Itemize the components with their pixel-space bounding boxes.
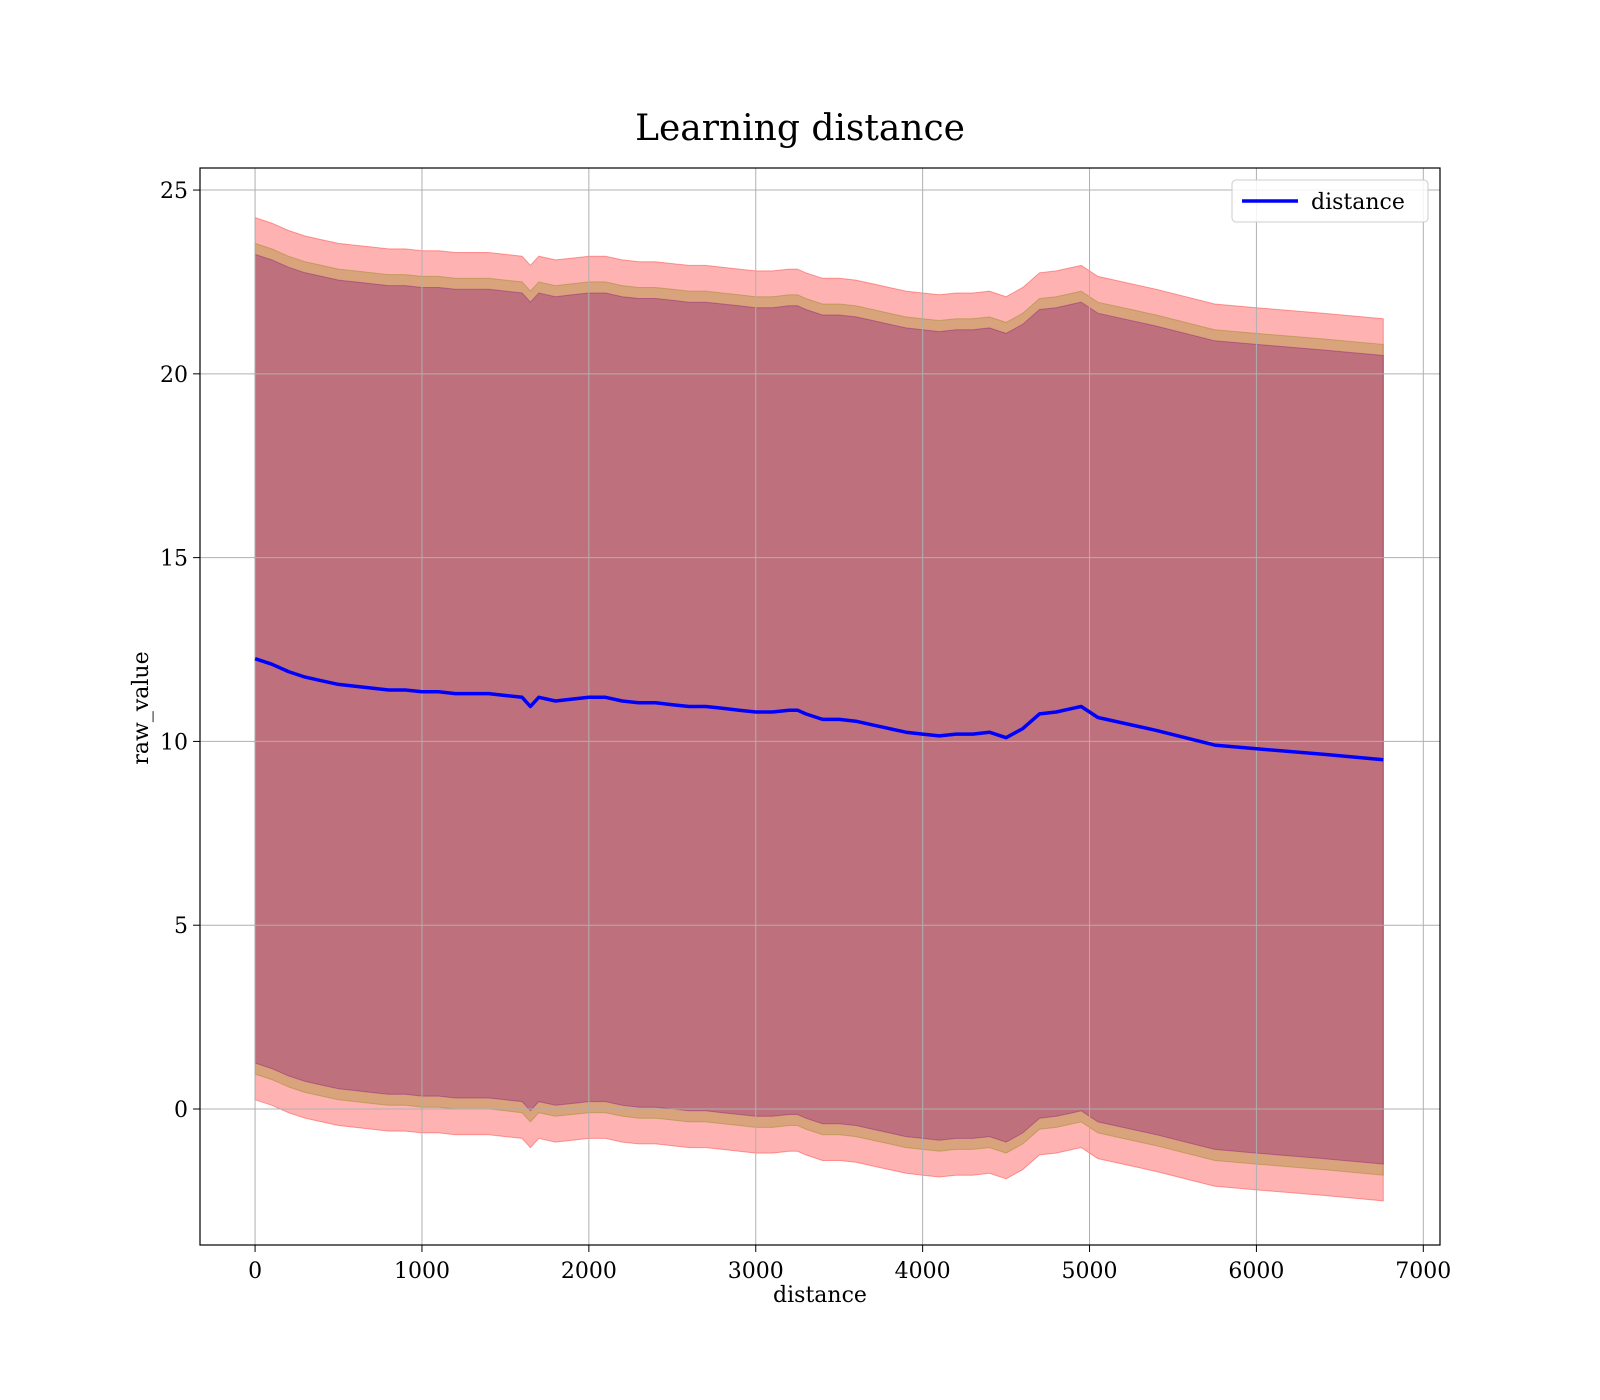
y-tick-label: 10 [160, 730, 188, 755]
x-tick-label: 1000 [394, 1259, 450, 1284]
x-tick-label: 7000 [1395, 1259, 1451, 1284]
x-tick-label: 5000 [1062, 1259, 1118, 1284]
x-axis-label: distance [773, 1283, 867, 1308]
y-axis-label: raw_value [129, 651, 154, 764]
plot-frame [199, 167, 1441, 1246]
y-tick-label: 20 [160, 363, 188, 388]
x-tick-label: 2000 [561, 1259, 617, 1284]
x-tick-label: 0 [248, 1259, 262, 1284]
y-tick-label: 15 [160, 547, 188, 572]
confidence-band-3 [254, 253, 1384, 1165]
plot-area: 0 1000 2000 3000 4000 5000 6000 7000 0 5 10 15 20 25 d… [160, 167, 1451, 1284]
series-line-distance [254, 657, 1384, 762]
x-tick-label: 4000 [895, 1259, 951, 1284]
legend-box [1231, 179, 1429, 223]
x-tick-label: 3000 [728, 1259, 784, 1284]
chart-title: Learning distance [635, 108, 965, 149]
legend-label: distance [1311, 190, 1405, 215]
x-tick-label: 6000 [1228, 1259, 1284, 1284]
y-tick-label: 5 [174, 914, 188, 939]
y-tick-label: 0 [174, 1098, 188, 1123]
confidence-band-1 [254, 216, 1384, 1202]
y-tick-label: 25 [160, 179, 188, 204]
confidence-band-2 [254, 242, 1384, 1176]
